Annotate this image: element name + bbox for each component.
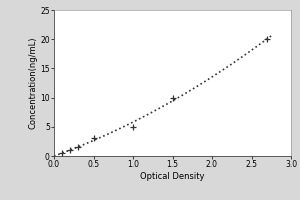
- X-axis label: Optical Density: Optical Density: [140, 172, 205, 181]
- Y-axis label: Concentration(ng/mL): Concentration(ng/mL): [28, 37, 38, 129]
